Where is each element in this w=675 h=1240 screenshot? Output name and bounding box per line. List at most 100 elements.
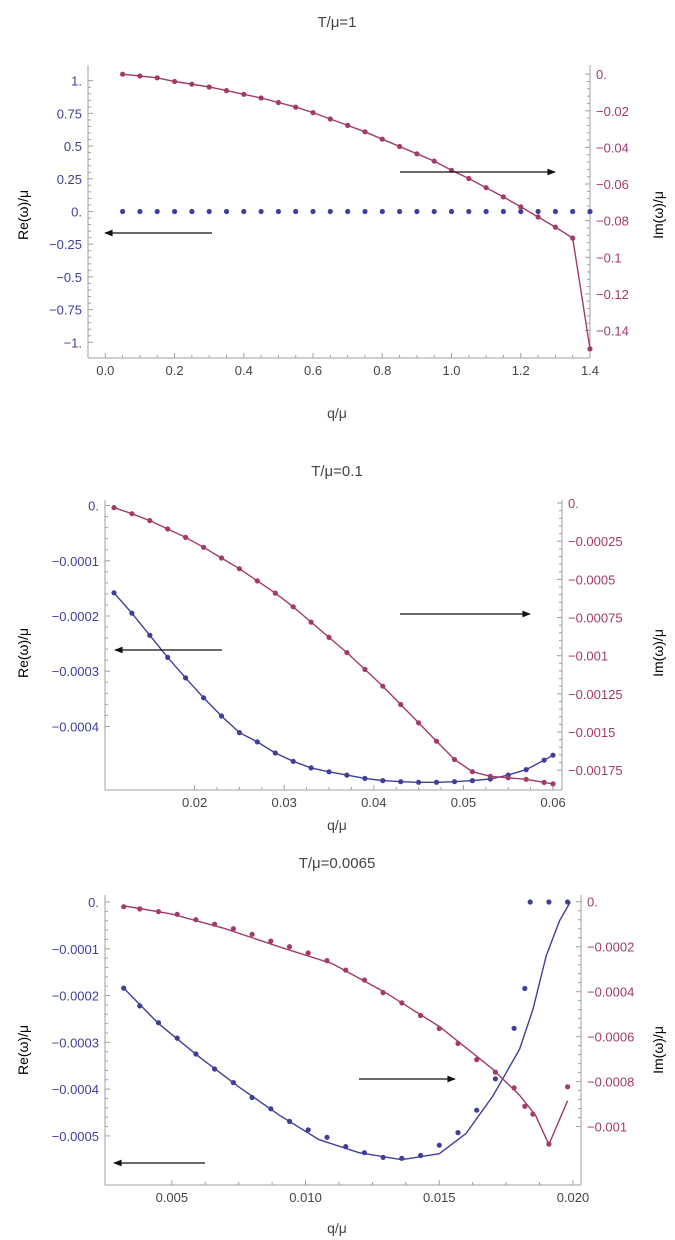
data-point — [541, 779, 547, 786]
data-point — [293, 104, 299, 110]
data-point — [487, 773, 493, 779]
data-point — [451, 779, 458, 785]
data-point — [550, 781, 556, 787]
data-point — [165, 654, 171, 661]
data-point — [305, 1127, 311, 1133]
right-tick-label: −0.1 — [596, 250, 622, 265]
series-re-0 — [120, 208, 593, 215]
series-line — [113, 506, 554, 785]
series-line — [113, 592, 554, 783]
series-re-0 — [111, 590, 556, 785]
data-point — [362, 775, 368, 782]
data-point — [275, 99, 281, 106]
x-tick-label: 0.06 — [540, 795, 565, 810]
data-point — [137, 1003, 143, 1009]
data-point — [414, 208, 420, 215]
data-point — [154, 75, 160, 81]
data-point — [433, 779, 440, 785]
data-point — [474, 1057, 480, 1063]
data-point — [154, 208, 160, 215]
data-point — [310, 208, 316, 215]
data-point — [272, 590, 278, 596]
data-point — [344, 650, 350, 656]
panel-2-title: T/μ=0.1 — [311, 463, 363, 480]
data-point — [206, 208, 212, 215]
data-point — [527, 899, 533, 905]
data-point — [249, 931, 255, 937]
data-point — [522, 1103, 528, 1109]
data-point — [324, 1134, 330, 1140]
left-tick-label: 0. — [88, 895, 99, 910]
data-point — [120, 71, 126, 77]
data-point — [362, 666, 368, 673]
data-point — [254, 739, 260, 745]
right-tick-label: −0.0005 — [568, 572, 615, 587]
data-point — [129, 610, 135, 616]
left-tick-label: −1. — [64, 335, 82, 350]
left-tick-label: −0.0005 — [52, 1129, 99, 1144]
x-tick-label: 0.04 — [361, 795, 386, 810]
data-point — [327, 116, 333, 122]
data-point — [451, 756, 458, 763]
right-tick-label: −0.0004 — [587, 985, 634, 1000]
right-tick-label: −0.00125 — [568, 687, 623, 702]
right-tick-label: −0.14 — [596, 324, 629, 339]
data-point — [397, 143, 403, 150]
x-tick-label: 0.05 — [451, 795, 476, 810]
left-tick-label: −0.0001 — [52, 942, 99, 957]
data-point — [147, 632, 153, 638]
panel-1: T/μ=1 q/μ Re(ω)/μ Im(ω)/μ — [15, 14, 666, 421]
data-point — [500, 208, 506, 215]
data-point — [310, 110, 316, 116]
data-point — [129, 511, 135, 517]
right-tick-label: −0.06 — [596, 177, 629, 192]
data-point — [466, 208, 472, 215]
right-tick-label: −0.00175 — [568, 763, 623, 778]
left-tick-label: −0.0001 — [52, 554, 99, 569]
right-tick-label: −0.0002 — [587, 940, 634, 955]
data-point — [183, 534, 189, 541]
data-point — [201, 544, 207, 550]
x-tick-label: 0.6 — [304, 363, 322, 378]
data-point — [345, 122, 351, 128]
data-point — [206, 84, 212, 90]
data-point — [483, 185, 489, 191]
data-point — [455, 1130, 461, 1136]
x-tick-label: 0.4 — [235, 363, 253, 378]
data-point — [466, 175, 472, 182]
data-point — [535, 208, 541, 215]
data-point — [254, 578, 260, 584]
series-re-0 — [121, 899, 571, 1161]
right-tick-label: −0.0015 — [568, 725, 615, 740]
data-point — [236, 730, 242, 736]
data-point — [546, 899, 552, 905]
series-im-1 — [111, 505, 556, 787]
series-line — [123, 901, 571, 1161]
panel-2-x-axis-label: q/μ — [327, 817, 347, 833]
data-point — [201, 695, 207, 701]
panel-3-plot: 0.005 0.010 0.015 0.020 0. −0.0001 −0.0002 −0.0… — [52, 895, 635, 1205]
panel-2: T/μ=0.1 q/μ Re(ω)/μ Im(ω)/μ — [15, 463, 666, 833]
series-line — [123, 905, 569, 1147]
x-tick-label: 1.4 — [581, 363, 599, 378]
right-tick-label: −0.001 — [587, 1120, 627, 1135]
panel-3-left-axis-label: Re(ω)/μ — [15, 1025, 31, 1075]
series-re-1 — [123, 901, 571, 1161]
left-tick-label: −0.0004 — [52, 1082, 99, 1097]
data-point — [398, 779, 404, 785]
data-point — [362, 129, 368, 135]
left-tick-label: −0.0002 — [52, 989, 99, 1004]
data-point — [308, 619, 314, 625]
panel-1-left-axis-label: Re(ω)/μ — [15, 190, 31, 240]
x-tick-label: 0.02 — [182, 795, 207, 810]
data-point — [345, 208, 351, 215]
data-point — [290, 604, 296, 610]
data-point — [511, 1025, 517, 1031]
data-point — [308, 765, 314, 771]
data-point — [258, 95, 264, 101]
data-point — [398, 701, 404, 708]
right-tick-label: 0. — [587, 895, 598, 910]
data-point — [541, 757, 547, 763]
x-tick-label: 0.020 — [557, 1190, 590, 1205]
data-point — [523, 767, 529, 773]
